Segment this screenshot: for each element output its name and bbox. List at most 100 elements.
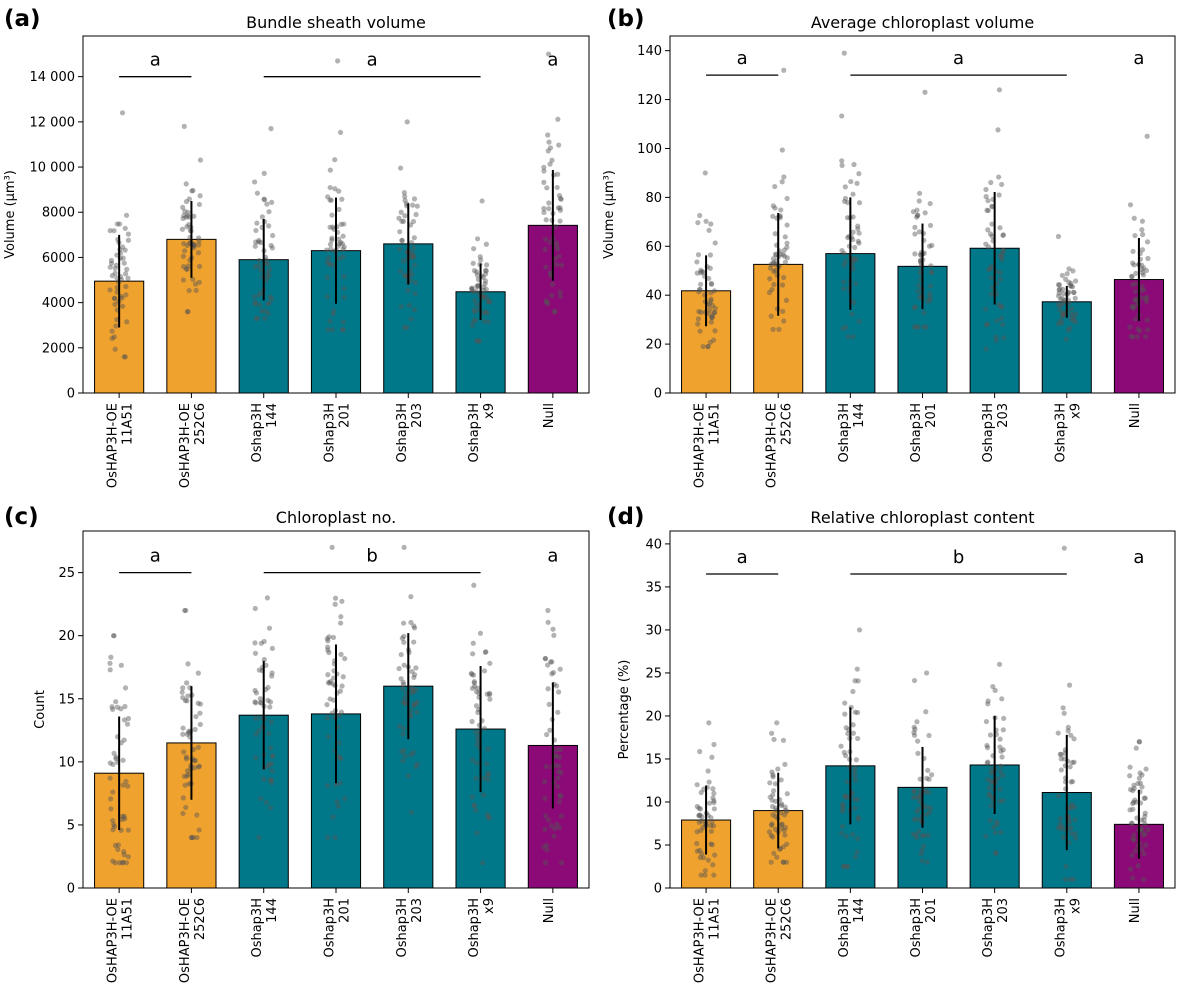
data-point [1000, 322, 1006, 328]
data-point [784, 240, 790, 246]
data-point [1144, 239, 1151, 245]
data-point [120, 782, 126, 788]
data-point [781, 247, 787, 253]
data-point [999, 304, 1005, 310]
data-point [850, 722, 856, 728]
data-point [1130, 248, 1136, 255]
data-point [1139, 772, 1145, 778]
data-point [330, 311, 336, 317]
data-point [707, 265, 713, 271]
data-point [1068, 825, 1074, 831]
data-point [842, 700, 848, 706]
data-point [1127, 324, 1133, 330]
data-point [710, 786, 716, 792]
data-point [911, 816, 917, 822]
data-point [324, 247, 330, 253]
data-point [712, 852, 718, 858]
data-point [336, 740, 342, 746]
data-point [411, 307, 418, 313]
data-point [700, 343, 706, 350]
data-point [696, 819, 702, 825]
data-point [410, 701, 417, 707]
data-point [180, 264, 187, 270]
data-point [774, 854, 780, 860]
data-point [327, 184, 333, 191]
data-point [337, 780, 343, 786]
data-point [485, 772, 491, 778]
chart-title: Chloroplast no. [276, 508, 396, 527]
data-point [118, 662, 124, 668]
x-tick-label: Oshap3H [1053, 403, 1068, 463]
data-point [768, 832, 774, 839]
data-point [411, 639, 417, 645]
data-point [107, 264, 113, 270]
data-point [705, 343, 711, 350]
data-point [265, 269, 271, 276]
data-point [545, 132, 551, 138]
data-point [252, 301, 259, 307]
data-point [552, 752, 558, 759]
data-point [471, 268, 478, 274]
data-point [1055, 793, 1062, 799]
data-point [329, 327, 335, 333]
data-point [541, 205, 547, 212]
data-point [473, 807, 479, 814]
data-point [324, 294, 330, 300]
data-point [401, 747, 407, 753]
data-point [332, 186, 338, 192]
data-point [179, 689, 185, 695]
data-point [474, 338, 480, 344]
data-point [113, 262, 120, 268]
data-point [856, 318, 862, 324]
data-point [1135, 863, 1141, 869]
data-point [545, 817, 551, 823]
data-point [1056, 825, 1062, 831]
data-point [400, 731, 406, 737]
data-point [996, 661, 1003, 667]
data-point [556, 763, 562, 769]
data-point [475, 283, 481, 289]
data-point [483, 286, 490, 292]
x-tick-label: Oshap3H [981, 403, 996, 463]
data-point [697, 812, 703, 818]
data-point [335, 803, 341, 809]
data-point [921, 832, 927, 839]
data-point [708, 298, 714, 304]
data-point [1070, 876, 1077, 882]
data-point [1061, 710, 1067, 716]
data-point [1057, 825, 1064, 831]
data-point [190, 187, 196, 194]
data-point [410, 253, 416, 259]
data-point [331, 308, 337, 314]
data-point [1133, 745, 1139, 751]
data-point [550, 626, 556, 632]
data-point [107, 775, 113, 781]
data-point [475, 737, 481, 744]
data-point [770, 812, 776, 818]
data-point [408, 316, 414, 322]
data-point [396, 215, 402, 221]
data-point [922, 89, 928, 95]
data-point [923, 709, 929, 715]
data-point [256, 667, 262, 673]
x-tick-label: OsHAP3H-OE [765, 403, 780, 488]
data-point [778, 810, 784, 816]
data-point [324, 274, 330, 280]
x-tick-label: 11A51 [121, 403, 136, 445]
data-point [121, 260, 127, 266]
data-point [768, 313, 774, 319]
data-point [1061, 311, 1067, 317]
data-point [470, 640, 476, 646]
x-tick-label: OsHAP3H-OE [178, 403, 193, 488]
data-point [481, 294, 487, 300]
data-point [1071, 289, 1077, 296]
data-point [840, 806, 846, 812]
data-point [989, 233, 995, 239]
data-point [919, 833, 925, 839]
data-point [988, 780, 995, 786]
data-point [556, 824, 562, 831]
data-point [410, 686, 416, 693]
data-point [772, 231, 778, 237]
y-tick-label: 15 [645, 752, 662, 767]
data-point [190, 834, 196, 841]
